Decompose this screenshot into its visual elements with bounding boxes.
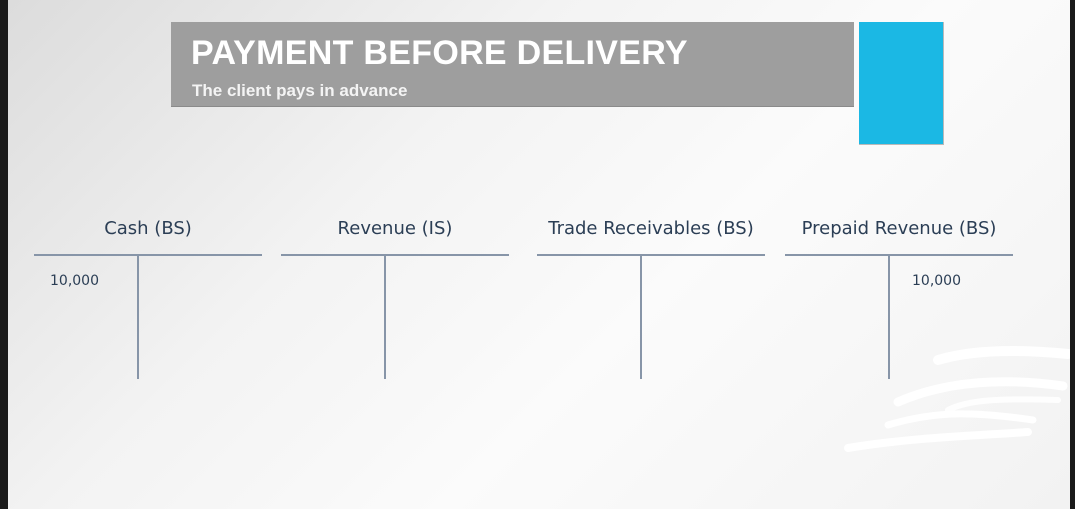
t-account-title: Trade Receivables (BS)	[548, 218, 754, 239]
t-account-vertical-line	[640, 255, 642, 379]
t-account-horizontal-line	[537, 254, 765, 256]
t-account-prepaid-revenue: Prepaid Revenue (BS) 10,000	[785, 218, 1013, 383]
t-account-horizontal-line	[281, 254, 509, 256]
t-account-title: Revenue (IS)	[337, 218, 453, 239]
t-account-credit-value: 10,000	[912, 273, 961, 289]
t-account-vertical-line	[384, 255, 386, 379]
t-account-title: Cash (BS)	[104, 218, 192, 239]
accent-block	[859, 22, 944, 145]
t-account-vertical-line	[888, 255, 890, 379]
title-banner: PAYMENT BEFORE DELIVERY The client pays …	[171, 22, 854, 107]
t-account-cash: Cash (BS) 10,000	[34, 218, 262, 383]
scribble-mark	[844, 345, 1070, 452]
t-account-title: Prepaid Revenue (BS)	[801, 218, 997, 239]
slide: PAYMENT BEFORE DELIVERY The client pays …	[8, 0, 1070, 509]
page-subtitle: The client pays in advance	[192, 81, 408, 100]
t-account-trade-receivables: Trade Receivables (BS)	[537, 218, 765, 383]
t-account-revenue: Revenue (IS)	[281, 218, 509, 383]
t-account-debit-value: 10,000	[50, 273, 99, 289]
t-account-horizontal-line	[785, 254, 1013, 256]
t-account-horizontal-line	[34, 254, 262, 256]
t-account-vertical-line	[137, 255, 139, 379]
page-title: PAYMENT BEFORE DELIVERY	[191, 34, 688, 72]
